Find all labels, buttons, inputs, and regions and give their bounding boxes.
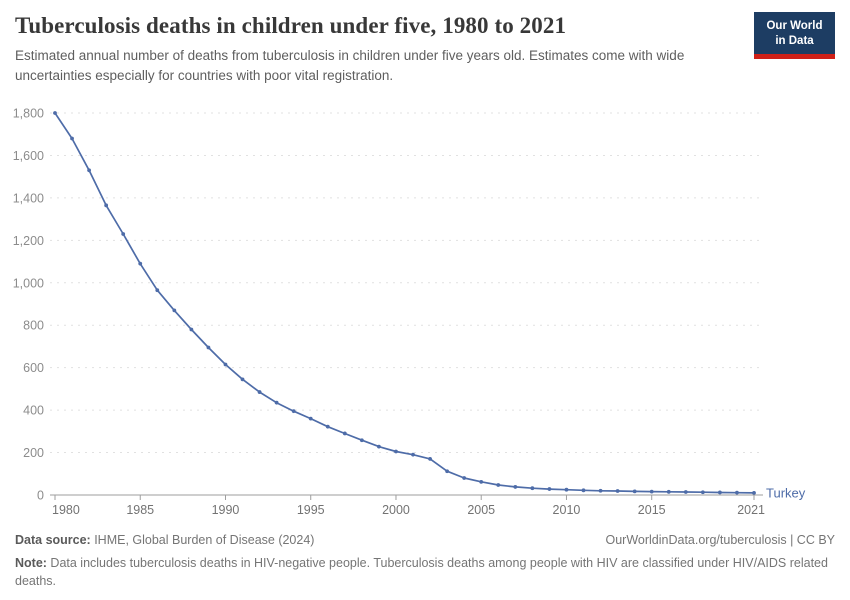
data-point[interactable]: [462, 476, 467, 480]
data-point[interactable]: [359, 438, 364, 443]
line-chart[interactable]: 0 200 400 600 800 1,000 1,200 1,400 1,600 1,800 19…: [0, 88, 850, 528]
owid-link[interactable]: OurWorldinData.org/tuberculosis | CC BY: [605, 533, 836, 547]
y-tick-label: 1,000: [13, 276, 44, 290]
owid-logo-line1: Our World: [766, 20, 823, 32]
data-point[interactable]: [70, 136, 74, 141]
x-tick-label: 2015: [638, 503, 666, 517]
chart-footer: Data source: IHME, Global Burden of Dise…: [15, 531, 835, 590]
x-tick-label: 1995: [297, 503, 325, 517]
data-point[interactable]: [172, 308, 177, 313]
data-point[interactable]: [291, 409, 296, 414]
data-point[interactable]: [155, 288, 160, 293]
data-point[interactable]: [445, 469, 450, 474]
y-tick-label: 800: [23, 319, 44, 333]
x-tick-label: 1980: [52, 503, 80, 517]
y-tick-label: 0: [37, 489, 44, 503]
data-point[interactable]: [308, 416, 313, 421]
data-point[interactable]: [104, 203, 109, 208]
data-source-text: IHME, Global Burden of Disease (2024): [90, 533, 315, 547]
data-point[interactable]: [479, 479, 484, 484]
y-tick-label: 1,200: [13, 234, 44, 248]
data-point[interactable]: [428, 457, 432, 461]
data-point[interactable]: [581, 488, 586, 493]
page-title: Tuberculosis deaths in children under fi…: [15, 13, 567, 38]
series-end-label-turkey[interactable]: Turkey: [766, 485, 806, 500]
data-source-label: Data source:: [15, 533, 91, 547]
data-point[interactable]: [342, 431, 347, 436]
chart-header: Tuberculosis deaths in children under fi…: [15, 12, 835, 86]
owid-logo-line2: in Data: [775, 34, 814, 47]
data-point[interactable]: [513, 485, 518, 489]
data-point[interactable]: [496, 483, 501, 487]
note-label: Note:: [15, 556, 47, 571]
data-point[interactable]: [564, 487, 569, 492]
data-source: Data source: IHME, Global Burden of Dise…: [15, 531, 314, 549]
data-point[interactable]: [718, 490, 722, 495]
y-tick-label: 400: [23, 404, 44, 418]
x-tick-label: 2000: [382, 503, 410, 517]
data-point[interactable]: [257, 390, 262, 394]
data-point[interactable]: [325, 424, 330, 429]
x-tick-label: 2021: [737, 503, 765, 517]
data-point[interactable]: [683, 490, 688, 494]
x-tick-label: 2010: [553, 503, 581, 517]
data-point[interactable]: [274, 400, 279, 405]
y-tick-label: 1,800: [13, 107, 44, 121]
owid-logo[interactable]: Our World in Data: [754, 12, 835, 59]
data-point[interactable]: [615, 489, 620, 493]
data-point[interactable]: [700, 490, 705, 495]
data-point[interactable]: [411, 452, 415, 457]
data-point[interactable]: [138, 261, 143, 266]
y-tick-label: 1,600: [13, 149, 44, 163]
data-point[interactable]: [547, 487, 552, 491]
data-point[interactable]: [377, 444, 381, 449]
data-point[interactable]: [206, 345, 211, 350]
data-point[interactable]: [223, 362, 228, 367]
note-text: Data includes tuberculosis deaths in HIV…: [15, 556, 828, 589]
x-tick-label: 1990: [212, 503, 240, 517]
data-point[interactable]: [53, 111, 57, 115]
data-point[interactable]: [735, 490, 739, 495]
chart-svg[interactable]: 0 200 400 600 800 1,000 1,200 1,400 1,600 1,800 19…: [0, 88, 850, 528]
chart-note: Note: Data includes tuberculosis deaths …: [15, 554, 835, 590]
data-point[interactable]: [530, 486, 535, 491]
chart-subtitle: Estimated annual number of deaths from t…: [15, 47, 685, 83]
data-point[interactable]: [598, 488, 603, 493]
data-point[interactable]: [121, 232, 126, 236]
data-point[interactable]: [189, 327, 194, 332]
data-point[interactable]: [649, 489, 654, 494]
trend-line-turkey[interactable]: [54, 112, 755, 494]
data-point[interactable]: [632, 489, 637, 494]
y-tick-label: 1,400: [13, 191, 44, 205]
y-tick-label: 200: [23, 446, 44, 460]
y-tick-label: 600: [23, 361, 44, 375]
data-point[interactable]: [87, 168, 91, 173]
x-tick-label: 2005: [467, 503, 495, 517]
data-point[interactable]: [666, 489, 671, 494]
x-tick-label: 1985: [126, 503, 154, 517]
data-point[interactable]: [394, 449, 398, 454]
data-point[interactable]: [240, 377, 245, 382]
data-point[interactable]: [752, 490, 756, 495]
